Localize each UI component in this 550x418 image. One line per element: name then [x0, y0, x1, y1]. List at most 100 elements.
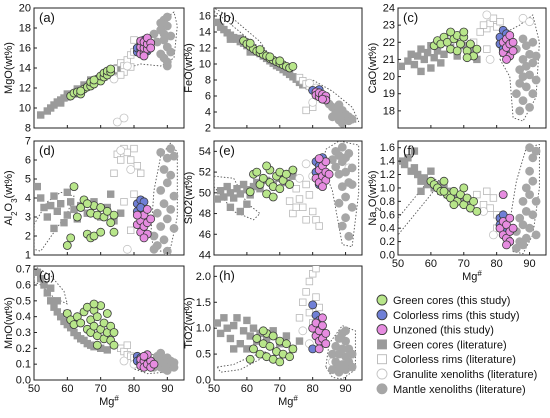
point-crl: [295, 195, 304, 203]
panel-label: (h): [219, 268, 235, 283]
point-gc: [288, 165, 298, 175]
y-tick-label: 46: [199, 229, 211, 241]
y-tick-label: 48: [199, 208, 211, 220]
legend-marker: [377, 339, 387, 350]
y-tick-label: 1.4: [380, 156, 395, 168]
point-gcl: [236, 339, 244, 348]
point-gc: [89, 299, 99, 309]
point-gcl: [437, 59, 445, 67]
y-tick-label: 0.0: [380, 250, 395, 262]
point-gcl: [223, 182, 231, 191]
y-tick-label: 0.7: [16, 264, 31, 276]
y-tick-label: 1.5: [196, 297, 211, 309]
point-gc: [459, 183, 469, 193]
point-gcl: [47, 284, 55, 292]
point-gcl: [103, 346, 111, 354]
panel-label: (g): [39, 268, 55, 283]
point-un: [498, 190, 508, 200]
point-crl: [473, 190, 481, 199]
point-mtl: [347, 180, 357, 189]
y-tick-label: 0.2: [16, 343, 31, 355]
point-mtl: [334, 367, 344, 377]
panel-frame: [33, 265, 185, 381]
point-crl: [295, 314, 304, 322]
point-gc: [285, 180, 295, 189]
point-gcl: [60, 218, 68, 227]
point-gcl: [243, 200, 251, 208]
point-un: [314, 154, 324, 164]
point-crl: [479, 21, 488, 29]
point-mtl: [162, 246, 172, 255]
point-mtl: [166, 144, 176, 154]
point-mtl: [166, 204, 176, 214]
y-axis-title: FeO(wt%): [183, 43, 195, 93]
point-crl: [483, 187, 491, 195]
point-gcl: [417, 45, 425, 53]
point-mtl: [528, 37, 538, 47]
point-grl: [301, 159, 311, 169]
point-mtl: [525, 166, 534, 176]
point-grl: [122, 61, 132, 71]
point-crl: [285, 197, 294, 205]
field-envelope: [325, 325, 356, 380]
point-gcl: [410, 147, 419, 155]
point-gcl: [229, 194, 238, 202]
point-mtl: [166, 170, 176, 180]
y-axis-title: MgO(wt%): [3, 42, 15, 94]
y-tick-label: 7: [25, 136, 31, 148]
point-un: [139, 51, 149, 61]
point-gcl: [226, 334, 235, 343]
point-mtl: [169, 191, 179, 201]
point-mtl: [159, 29, 169, 39]
point-grl: [119, 356, 129, 366]
y-tick-label: 16: [19, 43, 31, 55]
legend-label: Unzoned (this study): [393, 325, 494, 337]
point-mtl: [518, 196, 528, 206]
point-crl: [299, 298, 307, 306]
point-gcl: [413, 52, 422, 60]
y-tick-label: 8: [25, 123, 31, 135]
point-gc: [106, 218, 116, 228]
field-envelope: [322, 141, 360, 248]
point-gc: [262, 161, 272, 171]
point-mtl: [528, 89, 538, 99]
point-grl: [126, 165, 136, 174]
x-tick-label: 50: [208, 383, 220, 395]
x-tick-label: 80: [491, 258, 503, 270]
point-crl: [110, 169, 118, 177]
point-gc: [89, 231, 99, 241]
point-crl: [302, 180, 310, 189]
legend-item-un: Unzoned (this study): [376, 324, 494, 337]
point-un: [318, 313, 327, 323]
legend-item-cr: Colorless rims (this study): [376, 309, 520, 322]
point-mtl: [347, 114, 357, 124]
point-gc: [66, 233, 76, 243]
point-mtl: [162, 12, 172, 22]
point-gcl: [220, 314, 228, 322]
point-crl: [130, 144, 138, 153]
y-tick-label: 0.4: [16, 311, 31, 323]
y-tick-label: 22: [383, 37, 395, 49]
legend-item-gc: Green cores (this study): [376, 294, 510, 307]
y-tick-label: 0.5: [16, 295, 31, 307]
y-tick-label: 3: [25, 212, 31, 224]
legend-marker: [376, 383, 388, 395]
y-tick-label: 24: [383, 3, 395, 15]
point-gc: [281, 169, 291, 179]
y-tick-label: 54: [199, 146, 211, 158]
point-gc: [76, 318, 86, 328]
point-mtl: [334, 198, 344, 208]
point-gcl: [423, 48, 432, 57]
point-mtl: [512, 89, 521, 99]
field-envelope: [34, 191, 75, 252]
point-crl: [130, 36, 138, 44]
point-mtl: [525, 190, 534, 200]
point-gc: [288, 62, 298, 71]
y-tick-label: 1.0: [380, 182, 395, 194]
point-crl: [133, 161, 141, 170]
point-grl: [122, 244, 132, 254]
point-un: [502, 240, 511, 250]
point-un: [505, 213, 515, 223]
y-tick-label: 20: [383, 71, 395, 83]
y-tick-label: 10: [199, 59, 211, 71]
